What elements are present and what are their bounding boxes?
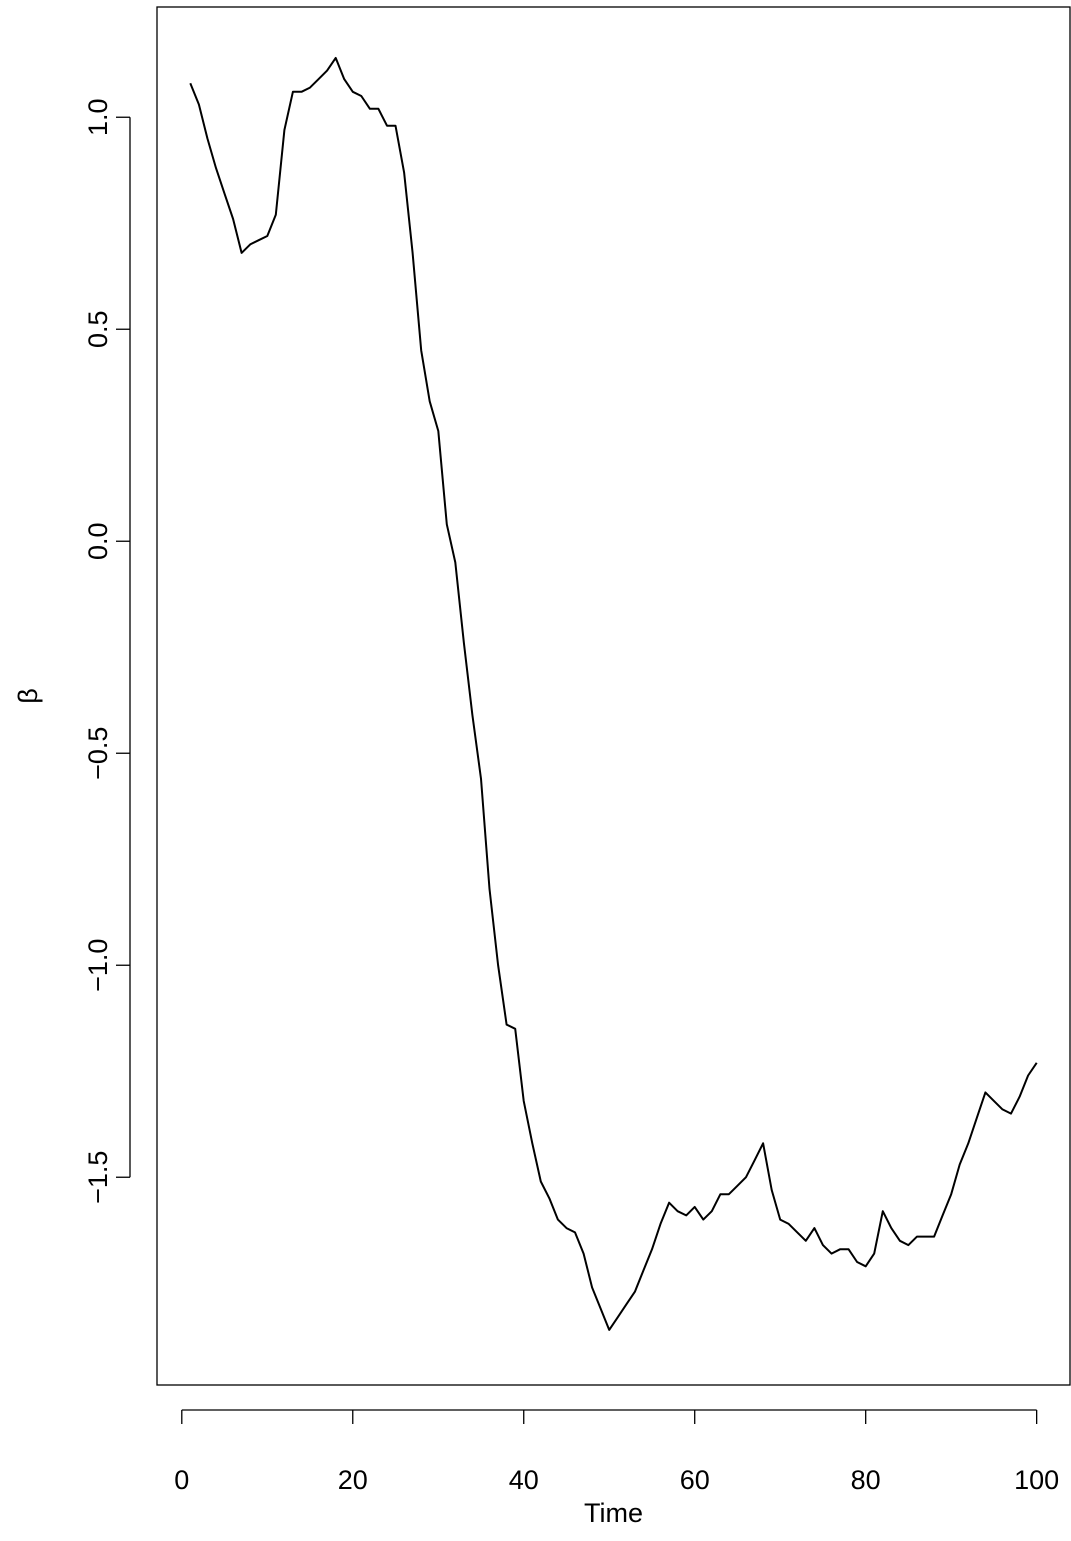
plot-frame [156,6,1071,1386]
series-line [189,56,1038,1331]
y-tick-label: −1.5 [83,1151,113,1204]
x-tick-label: 100 [1014,1465,1059,1495]
x-tick-label: 40 [509,1465,539,1495]
y-tick-label: 0.0 [83,522,113,560]
y-tick-label: −1.0 [83,939,113,992]
x-tick-label: 60 [680,1465,710,1495]
series-layer [189,56,1038,1331]
y-tick-label: −0.5 [83,727,113,780]
x-tick-label: 20 [338,1465,368,1495]
y-axis: −1.5 −1.0 −0.5 0.0 0.5 1.0 [83,98,131,1204]
y-tick-label: 0.5 [83,310,113,348]
x-axis: 0 20 40 60 80 100 [174,1409,1059,1495]
x-tick-label: 0 [174,1465,189,1495]
x-tick-label: 80 [851,1465,881,1495]
y-axis-title: β [13,688,43,704]
y-tick-label: 1.0 [83,98,113,136]
x-axis-title: Time [584,1498,643,1528]
